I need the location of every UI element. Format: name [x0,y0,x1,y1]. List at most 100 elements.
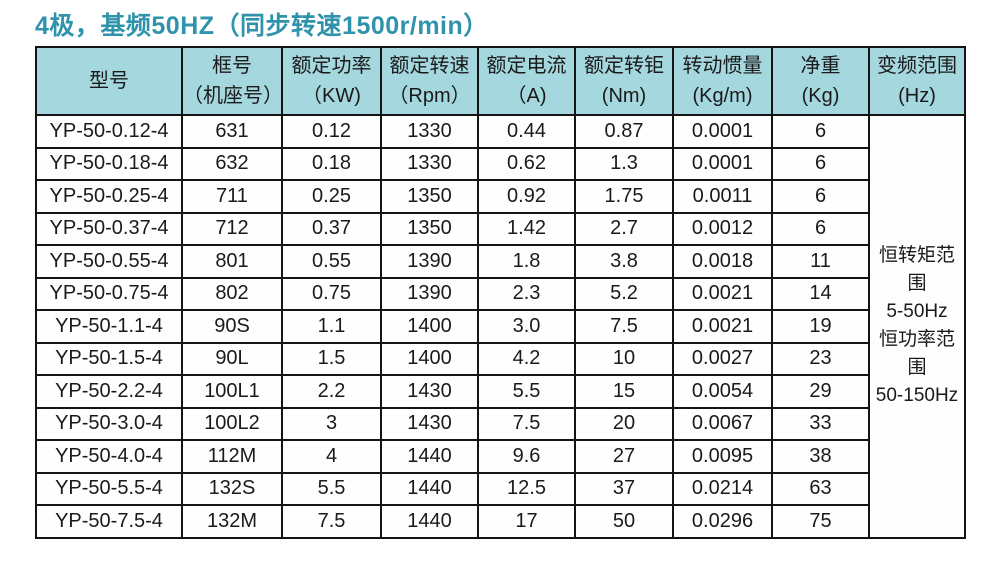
column-header-frame: 框号 （机座号） [181,46,283,116]
cell-torque: 1.75 [574,179,674,214]
cell-power: 2.2 [281,374,382,409]
cell-frame: 90L [181,341,283,376]
cell-power: 1.5 [281,341,382,376]
cell-model: YP-50-0.25-4 [35,179,183,214]
table-row: YP-50-3.0-4 100L2 3 1430 7.5 20 0.0067 33 [35,406,965,441]
cell-inertia: 0.0018 [672,244,773,279]
table-body: YP-50-0.12-4 631 0.12 1330 0.44 0.87 0.0001 6 恒转… [35,114,966,539]
cell-model: YP-50-0.55-4 [35,244,183,279]
cell-model: YP-50-0.37-4 [35,211,183,246]
cell-torque: 3.8 [574,244,674,279]
cell-speed: 1440 [380,439,479,474]
column-header-freq: 变频范围 (Hz) [868,46,966,116]
cell-torque: 50 [574,504,674,539]
cell-torque: 5.2 [574,276,674,311]
cell-speed: 1440 [380,471,479,506]
cell-torque: 10 [574,341,674,376]
cell-power: 0.12 [281,114,382,149]
cell-frame: 132M [181,504,283,539]
cell-speed: 1390 [380,244,479,279]
cell-model: YP-50-7.5-4 [35,504,183,539]
cell-current: 4.2 [477,341,576,376]
cell-frame: 100L1 [181,374,283,409]
cell-weight: 14 [771,276,870,311]
cell-torque: 0.87 [574,114,674,149]
cell-weight: 29 [771,374,870,409]
cell-model: YP-50-5.5-4 [35,471,183,506]
cell-speed: 1350 [380,179,479,214]
column-header-weight: 净重 (Kg) [771,46,870,116]
column-header-power: 额定功率 （KW) [281,46,382,116]
cell-inertia: 0.0296 [672,504,773,539]
cell-power: 3 [281,406,382,441]
cell-frame: 801 [181,244,283,279]
cell-weight: 75 [771,504,870,539]
cell-current: 1.42 [477,211,576,246]
cell-power: 4 [281,439,382,474]
table-row: YP-50-5.5-4 132S 5.5 1440 12.5 37 0.0214 63 [35,471,965,506]
cell-inertia: 0.0027 [672,341,773,376]
cell-speed: 1330 [380,114,479,149]
cell-power: 0.18 [281,146,382,181]
cell-inertia: 0.0095 [672,439,773,474]
cell-inertia: 0.0054 [672,374,773,409]
cell-frame: 802 [181,276,283,311]
cell-torque: 20 [574,406,674,441]
cell-torque: 37 [574,471,674,506]
cell-frame: 711 [181,179,283,214]
cell-torque: 27 [574,439,674,474]
cell-frame: 632 [181,146,283,181]
cell-torque: 2.7 [574,211,674,246]
table-row: YP-50-0.75-4 802 0.75 1390 2.3 5.2 0.0021 14 [35,276,965,311]
cell-model: YP-50-3.0-4 [35,406,183,441]
cell-inertia: 0.0021 [672,276,773,311]
cell-inertia: 0.0001 [672,146,773,181]
cell-current: 9.6 [477,439,576,474]
cell-inertia: 0.0021 [672,309,773,344]
column-header-inertia: 转动惯量 (Kg/m) [672,46,773,116]
cell-weight: 38 [771,439,870,474]
cell-weight: 19 [771,309,870,344]
cell-weight: 6 [771,179,870,214]
table-row: YP-50-1.5-4 90L 1.5 1400 4.2 10 0.0027 23 [35,341,965,376]
cell-model: YP-50-2.2-4 [35,374,183,409]
cell-inertia: 0.0214 [672,471,773,506]
cell-weight: 6 [771,114,870,149]
cell-weight: 63 [771,471,870,506]
cell-current: 0.62 [477,146,576,181]
cell-frame: 631 [181,114,283,149]
cell-current: 12.5 [477,471,576,506]
column-header-current: 额定电流 （A) [477,46,576,116]
cell-torque: 1.3 [574,146,674,181]
table-row: YP-50-1.1-4 90S 1.1 1400 3.0 7.5 0.0021 19 [35,309,965,344]
cell-inertia: 0.0067 [672,406,773,441]
cell-speed: 1430 [380,406,479,441]
cell-weight: 11 [771,244,870,279]
cell-model: YP-50-0.12-4 [35,114,183,149]
table-row: YP-50-0.12-4 631 0.12 1330 0.44 0.87 0.0001 6 恒转… [35,114,966,539]
cell-weight: 6 [771,211,870,246]
cell-model: YP-50-1.5-4 [35,341,183,376]
cell-current: 0.92 [477,179,576,214]
table-row: YP-50-0.25-4 711 0.25 1350 0.92 1.75 0.0011 6 [35,179,965,214]
spec-table: 型号 框号 （机座号） 额定功率 （KW) 额定转速 （Rpm） 额定电流 （A) 额定转钜 (Nm… [35,46,966,539]
cell-inertia: 0.0012 [672,211,773,246]
cell-model: YP-50-0.18-4 [35,146,183,181]
cell-torque: 15 [574,374,674,409]
cell-frame: 132S [181,471,283,506]
cell-speed: 1430 [380,374,479,409]
cell-weight: 23 [771,341,870,376]
table-row: YP-50-7.5-4 132M 7.5 1440 17 50 0.0296 75 [35,504,965,539]
cell-current: 5.5 [477,374,576,409]
table-row: YP-50-2.2-4 100L1 2.2 1430 5.5 15 0.0054 29 [35,374,965,409]
cell-current: 3.0 [477,309,576,344]
freq-range-line: 恒功率范围 [878,329,955,379]
cell-weight: 33 [771,406,870,441]
cell-power: 5.5 [281,471,382,506]
cell-current: 17 [477,504,576,539]
cell-frame: 712 [181,211,283,246]
cell-power: 7.5 [281,504,382,539]
cell-freq-range: 恒转矩范围 5-50Hz 恒功率范围 50-150Hz [868,114,966,539]
cell-speed: 1330 [380,146,479,181]
